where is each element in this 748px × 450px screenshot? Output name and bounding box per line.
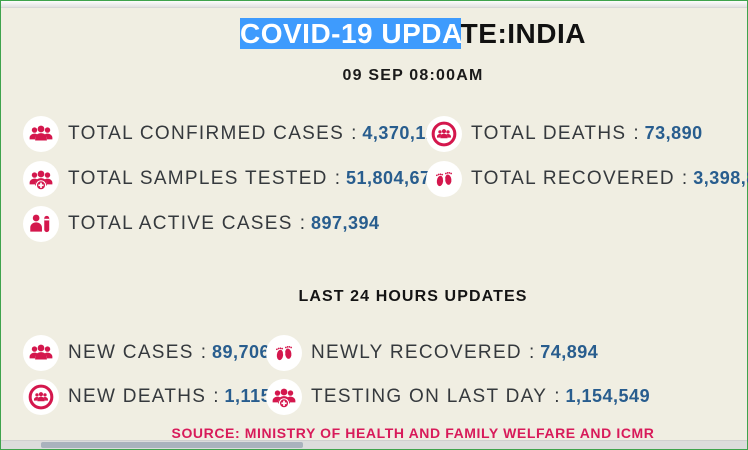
stat-separator: : bbox=[213, 385, 219, 407]
cumulative-stats-section: TOTAL CONFIRMED CASES : 4,370,128 TOTAL … bbox=[23, 115, 748, 242]
stat-row-testing-on-last-day: TESTING ON LAST DAY : 1,154,549 bbox=[266, 378, 739, 415]
stat-row-total-recovered: TOTAL RECOVERED : 3,398,844 bbox=[426, 160, 748, 197]
top-window-strip bbox=[1, 1, 747, 8]
stat-value: 3,398,844 bbox=[693, 168, 748, 189]
stat-label: TOTAL DEATHS bbox=[471, 122, 627, 144]
footprints-icon bbox=[426, 160, 462, 197]
update-datetime: 09 SEP 08:00AM bbox=[342, 67, 484, 85]
stat-value: 74,894 bbox=[540, 342, 599, 363]
stat-separator: : bbox=[554, 385, 560, 407]
stat-separator: : bbox=[351, 122, 357, 144]
stat-label: NEW CASES bbox=[68, 341, 194, 363]
source-attribution: SOURCE: MINISTRY OF HEALTH AND FAMILY WE… bbox=[171, 425, 655, 442]
stat-value: 51,804,677 bbox=[345, 168, 442, 189]
people-group-icon bbox=[23, 334, 59, 371]
stat-value: 89,706 bbox=[212, 342, 271, 363]
stat-separator: : bbox=[299, 212, 305, 234]
stat-value: 1,115 bbox=[224, 386, 272, 407]
people-medical-cross-icon bbox=[23, 160, 59, 197]
last-24-hours-section: NEW CASES : 89,706 NEWLY RECOVERED : 74,… bbox=[23, 334, 739, 415]
page-title-rest-text: TE:INDIA bbox=[460, 18, 586, 49]
stat-value: 1,154,549 bbox=[565, 386, 651, 407]
stat-row-total-confirmed-cases: TOTAL CONFIRMED CASES : 4,370,128 bbox=[23, 115, 446, 152]
stat-label: TOTAL SAMPLES TESTED bbox=[68, 167, 328, 189]
stat-label: NEW DEATHS bbox=[68, 385, 207, 407]
stat-row-new-cases: NEW CASES : 89,706 bbox=[23, 334, 270, 371]
stat-label: TOTAL ACTIVE CASES bbox=[68, 212, 293, 234]
stat-label: NEWLY RECOVERED bbox=[311, 341, 522, 363]
stat-separator: : bbox=[334, 167, 340, 189]
page-title: COVID-19 UPDATE:INDIA bbox=[1, 18, 747, 50]
people-medical-cross-icon bbox=[266, 378, 302, 415]
horizontal-scrollbar[interactable] bbox=[1, 440, 747, 449]
stat-row-total-samples-tested: TOTAL SAMPLES TESTED : 51,804,677 bbox=[23, 160, 441, 197]
stat-value: 897,394 bbox=[311, 213, 380, 234]
stat-label: TOTAL RECOVERED bbox=[471, 167, 675, 189]
page-title-selected-text: COVID-19 UPDA bbox=[239, 18, 461, 49]
person-testtube-icon bbox=[23, 205, 59, 242]
stat-row-newly-recovered: NEWLY RECOVERED : 74,894 bbox=[266, 334, 739, 371]
stat-row-total-active-cases: TOTAL ACTIVE CASES : 897,394 bbox=[23, 205, 426, 242]
people-in-circle-icon bbox=[426, 115, 462, 152]
stat-separator: : bbox=[681, 167, 688, 189]
people-group-icon bbox=[23, 115, 59, 152]
footprints-icon bbox=[266, 334, 302, 371]
stat-separator: : bbox=[200, 341, 206, 363]
horizontal-scrollbar-thumb[interactable] bbox=[41, 442, 303, 448]
stat-value: 73,890 bbox=[644, 123, 703, 144]
stat-separator: : bbox=[528, 341, 535, 363]
stat-value: 4,370,128 bbox=[362, 123, 447, 144]
stat-row-new-deaths: NEW DEATHS : 1,115 bbox=[23, 378, 271, 415]
stat-label: TOTAL CONFIRMED CASES bbox=[68, 122, 345, 144]
last-24-hours-heading: LAST 24 HOURS UPDATES bbox=[298, 288, 528, 306]
stat-row-total-deaths: TOTAL DEATHS : 73,890 bbox=[426, 115, 748, 152]
people-in-circle-icon bbox=[23, 378, 59, 415]
stat-label: TESTING ON LAST DAY bbox=[311, 385, 548, 407]
stat-separator: : bbox=[633, 122, 639, 144]
